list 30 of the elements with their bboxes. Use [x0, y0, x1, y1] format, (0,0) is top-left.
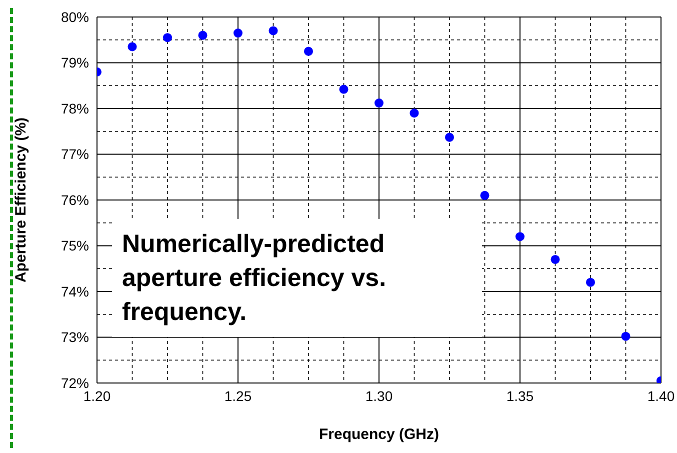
point [304, 46, 314, 56]
point [233, 28, 243, 38]
y-tick-label: 75% [60, 238, 89, 254]
y-tick-label: 80% [60, 8, 89, 25]
point [586, 278, 596, 287]
caption-box: Numerically-predicted aperture efficiency vs. frequency. [112, 219, 482, 337]
point [268, 26, 278, 36]
x-tick-label: 1.30 [365, 388, 393, 404]
point [198, 30, 208, 40]
y-axis-title: Aperture Efficiency (%) [12, 117, 30, 283]
y-tick-label: 76% [60, 192, 89, 208]
point [374, 98, 384, 108]
point [339, 84, 348, 94]
point [515, 232, 525, 242]
point [162, 33, 172, 42]
point [621, 332, 630, 341]
y-tick-label: 73% [60, 329, 89, 346]
x-axis-title: Frequency (GHz) [318, 426, 440, 443]
y-tick-label: 78% [60, 100, 89, 116]
y-tick-label: 74% [60, 283, 89, 300]
x-tick-label: 1.35 [506, 388, 534, 404]
point [128, 42, 137, 52]
x-tick-label: 1.40 [647, 388, 675, 404]
point [410, 108, 419, 118]
y-tick-label: 79% [60, 54, 89, 71]
x-tick-label: 1.25 [224, 388, 252, 404]
y-tick-label: 77% [60, 146, 89, 162]
point [480, 190, 490, 200]
point [550, 254, 560, 264]
point [444, 132, 454, 142]
